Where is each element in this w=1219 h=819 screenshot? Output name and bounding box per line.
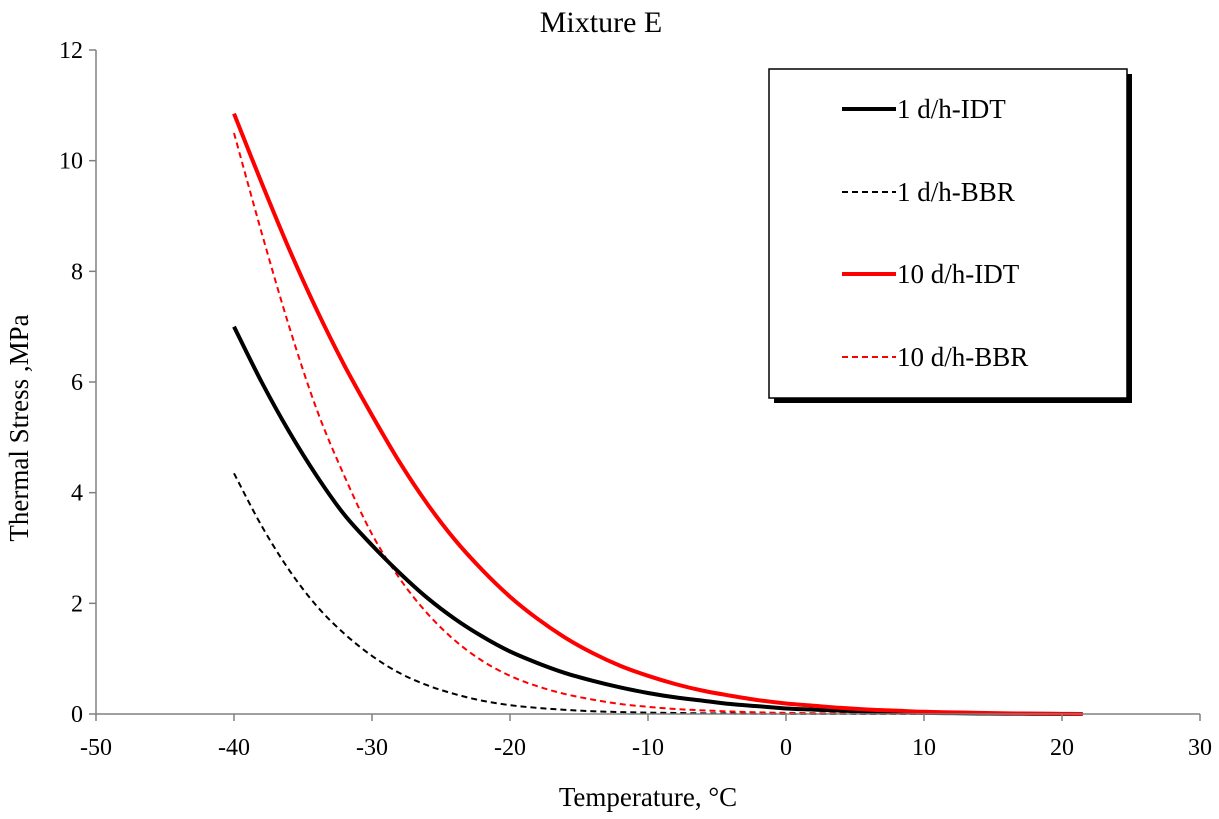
x-tick-label: -40 [218, 735, 250, 761]
x-tick-label: 0 [780, 735, 792, 761]
legend-box [768, 68, 1128, 399]
legend-label: 10 d/h-IDT [897, 259, 1020, 289]
legend: 1 d/h-IDT 1 d/h-BBR 10 d/h-IDT 10 d/h-BBR [768, 68, 1132, 403]
y-tick-label: 6 [71, 370, 83, 396]
x-tick-label: 30 [1188, 735, 1212, 761]
y-tick-label: 0 [71, 702, 83, 728]
x-axis-title: Temperature, °C [559, 782, 737, 812]
x-ticks: -50 -40 -30 -20 -10 0 10 20 30 [80, 714, 1212, 761]
x-tick-label: -50 [80, 735, 112, 761]
y-tick-label: 4 [71, 481, 83, 507]
legend-label: 10 d/h-BBR [897, 342, 1028, 372]
x-tick-label: -30 [356, 735, 388, 761]
chart-title: Mixture E [540, 6, 662, 39]
series-line-10-d-h-idt [232, 112, 1083, 716]
y-tick-label: 8 [71, 259, 83, 285]
legend-label: 1 d/h-BBR [897, 177, 1015, 207]
y-ticks: 0 2 4 6 8 10 12 [59, 38, 96, 728]
legend-items: 1 d/h-IDT 1 d/h-BBR 10 d/h-IDT 10 d/h-BBR [842, 94, 1028, 372]
y-axis-title: Thermal Stress ,MPa [4, 314, 34, 541]
y-tick-label: 2 [71, 591, 83, 617]
y-tick-label: 12 [59, 38, 83, 64]
x-tick-label: 20 [1050, 735, 1074, 761]
x-tick-label: 10 [912, 735, 936, 761]
y-tick-label: 10 [59, 149, 83, 175]
x-tick-label: -10 [632, 735, 664, 761]
x-tick-label: -20 [494, 735, 526, 761]
legend-label: 1 d/h-IDT [897, 94, 1006, 124]
